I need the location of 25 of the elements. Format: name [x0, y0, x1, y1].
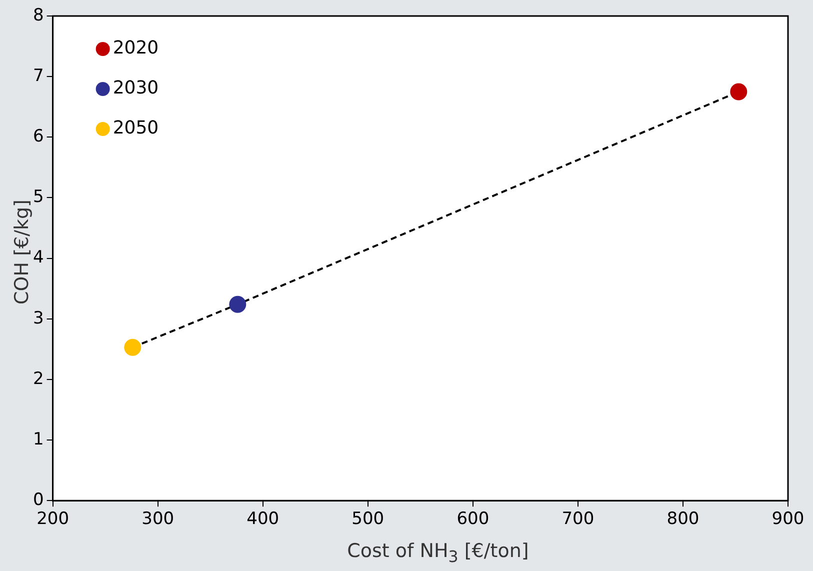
x-tick-label: 400	[246, 509, 280, 530]
y-axis-title: COH [€/kg]	[11, 200, 33, 304]
point	[229, 296, 246, 313]
y-tick-label: 1	[32, 429, 44, 450]
x-tick-label: 500	[352, 509, 384, 530]
x-axis-title: Cost of NH$_{3}$ [€/ton]	[346, 540, 530, 566]
x-tick-label: 900	[772, 509, 804, 530]
point	[124, 338, 142, 356]
x-tick-label: 600	[456, 509, 490, 530]
y-tick-label: 6	[32, 126, 44, 147]
point	[730, 83, 748, 100]
y-tick-label: 4	[32, 248, 44, 268]
x-tick-label: 300	[142, 509, 174, 530]
y-tick-label: 5	[32, 187, 44, 208]
y-tick-label: 3	[32, 308, 44, 328]
legend-label: 2050	[112, 118, 159, 139]
x-tick-label: 700	[562, 509, 594, 530]
x-tick-label: 800	[666, 509, 700, 530]
y-tick-label: 0	[32, 490, 44, 510]
x-tick-label: 200	[36, 509, 70, 530]
legend-label: 2020	[112, 38, 159, 59]
y-tick-label: 7	[32, 66, 44, 86]
y-tick-label: 2	[32, 368, 44, 389]
y-tick-label: 8	[32, 5, 44, 26]
legend-label: 2030	[112, 78, 159, 99]
